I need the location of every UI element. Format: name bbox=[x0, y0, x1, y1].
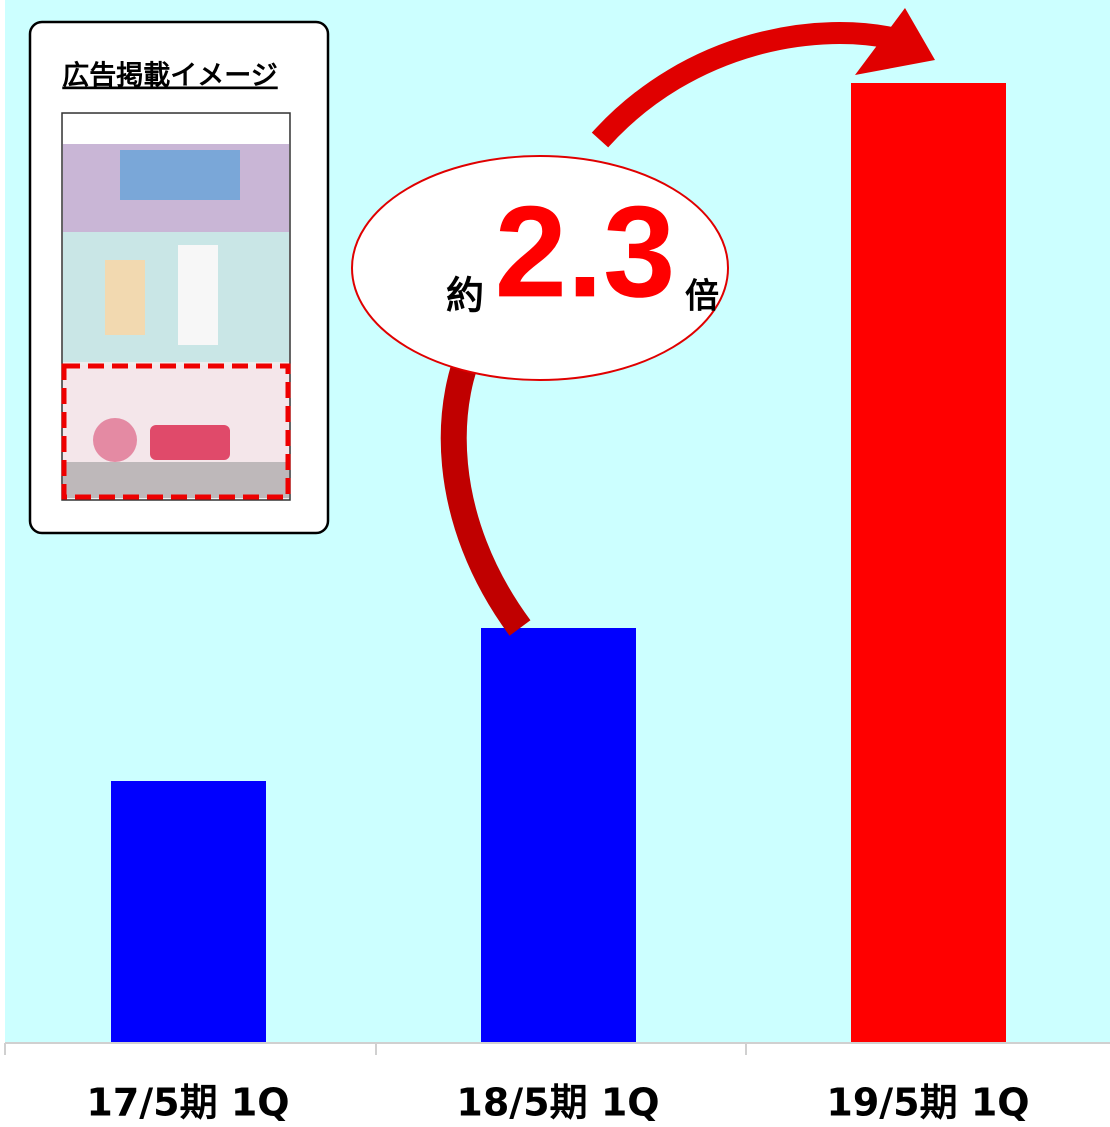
screenshot-image bbox=[63, 232, 289, 362]
annotation-suffix: 倍 bbox=[685, 277, 719, 317]
screenshot-image bbox=[178, 245, 218, 345]
inset: 広告掲載イメージ bbox=[28, 20, 330, 535]
inset-title: 広告掲載イメージ bbox=[62, 60, 277, 92]
x-tick-label: 18/5期 1Q bbox=[456, 1081, 659, 1125]
highlight bbox=[61, 363, 291, 500]
annotation-prefix: 約 bbox=[446, 274, 484, 318]
bar bbox=[481, 628, 636, 1042]
arrow-head bbox=[855, 8, 935, 75]
screenshot-image bbox=[120, 150, 240, 200]
bar bbox=[111, 781, 266, 1042]
annotation-value: 2.3 bbox=[495, 178, 676, 324]
arrow bbox=[591, 22, 903, 148]
screenshot-tabs bbox=[63, 114, 289, 144]
x-tick-label: 17/5期 1Q bbox=[86, 1081, 289, 1125]
screenshot-caption bbox=[63, 462, 289, 498]
bar bbox=[851, 83, 1006, 1042]
callout bbox=[351, 155, 729, 381]
x-tick-label: 19/5期 1Q bbox=[826, 1081, 1029, 1125]
bars bbox=[111, 83, 1006, 1042]
screenshot-image bbox=[93, 418, 137, 462]
screenshot-image bbox=[105, 260, 145, 335]
screenshot-image bbox=[150, 425, 230, 460]
